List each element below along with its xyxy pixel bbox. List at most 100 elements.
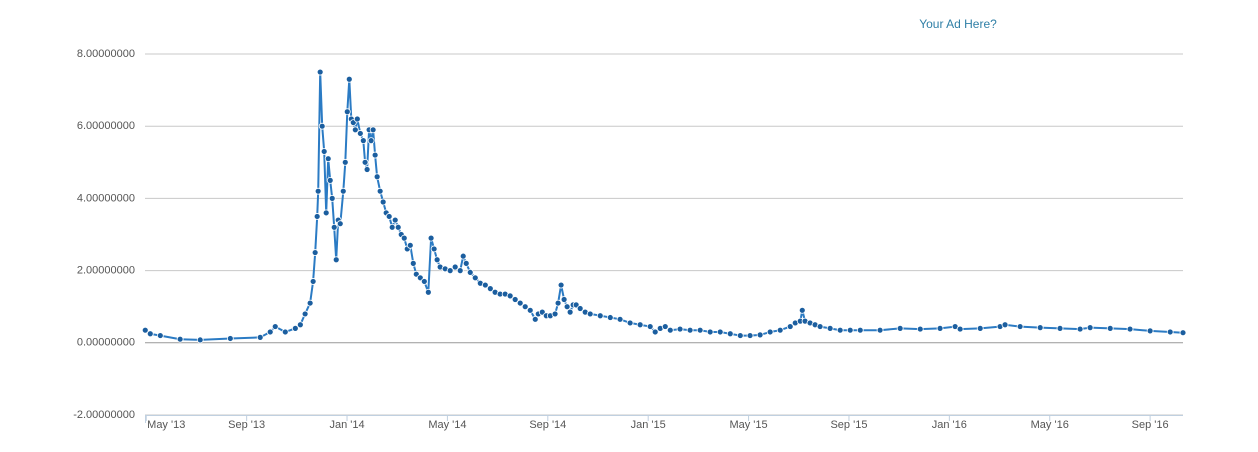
x-tick-label: Sep '14 [529,419,566,431]
data-point [798,306,806,314]
y-tick-label: -2.00000000 [73,409,135,421]
data-point [686,326,694,334]
data-point [309,278,317,285]
data-point [511,296,519,303]
x-tick-label: May '14 [428,419,466,431]
data-point [371,151,379,159]
data-point [1179,329,1187,337]
data-point [311,249,319,256]
data-point [376,187,384,195]
data-point [353,115,361,123]
data-point [296,321,304,329]
data-point [560,296,568,303]
x-tick-label: Sep '16 [1132,419,1169,431]
data-point [766,328,774,336]
x-tick-label: May '16 [1031,419,1069,431]
data-point [406,241,414,249]
data-point [339,187,347,195]
data-point [916,325,924,333]
data-point [816,323,824,330]
y-tick-label: 8.00000000 [77,48,135,60]
data-point [606,314,614,321]
price-line [144,72,1184,341]
data-point [336,220,344,228]
data-point [566,308,574,316]
data-point [557,281,565,289]
data-point [696,326,704,334]
data-point [551,310,559,318]
data-point [456,267,464,275]
data-point [394,223,402,231]
data-point [351,126,359,134]
data-point [332,256,340,264]
data-point [661,323,669,330]
data-point [326,176,334,184]
data-point [281,328,289,336]
data-point [756,331,764,339]
data-point [1146,327,1154,335]
data-point [369,126,377,134]
data-point [1166,328,1174,336]
data-point [345,75,353,83]
data-point [320,148,328,155]
data-point [1086,324,1094,332]
data-point [1016,323,1024,330]
data-point [786,323,794,330]
data-point [636,321,644,329]
data-point [616,315,624,323]
data-point [446,267,454,275]
data-point [367,137,375,145]
data-point [776,326,784,334]
data-point [531,315,539,323]
data-point [306,299,314,307]
data-point [322,209,330,217]
data-point [427,234,435,242]
data-point [486,285,494,293]
data-point [586,310,594,318]
data-point [481,281,489,289]
data-point [433,256,441,264]
data-point [826,324,834,332]
data-point [651,328,659,336]
data-point [1076,325,1084,333]
x-tick-label: May '13 [147,419,185,431]
data-point [526,306,534,314]
data-point [330,223,338,231]
data-point [554,299,562,307]
y-tick-label: 2.00000000 [77,265,135,277]
data-point [516,299,524,307]
data-point [726,330,734,338]
data-point [706,328,714,336]
data-point [1001,321,1009,329]
y-tick-label: 0.00000000 [77,337,135,349]
data-point [430,245,438,253]
data-point [141,326,149,334]
data-point [291,324,299,332]
data-point [400,234,408,242]
data-point [596,312,604,320]
data-point [363,166,371,173]
x-tick-label: May '15 [729,419,767,431]
data-point [359,137,367,145]
data-point [301,310,309,318]
data-point [462,259,470,267]
data-point [373,173,381,181]
data-point [716,328,724,336]
data-point [976,324,984,332]
data-point [256,333,264,341]
y-tick-label: 6.00000000 [77,120,135,132]
data-point [626,319,634,327]
data-point [506,292,514,300]
data-point [676,325,684,333]
data-point [856,326,864,334]
data-point [563,303,571,311]
data-point [328,194,336,202]
data-point [424,288,432,296]
y-tick-label: 4.00000000 [77,192,135,204]
data-point [316,68,324,76]
data-point [956,325,964,333]
data-point [176,335,184,343]
ad-link[interactable]: Your Ad Here? [919,17,997,31]
data-point [1056,324,1064,332]
